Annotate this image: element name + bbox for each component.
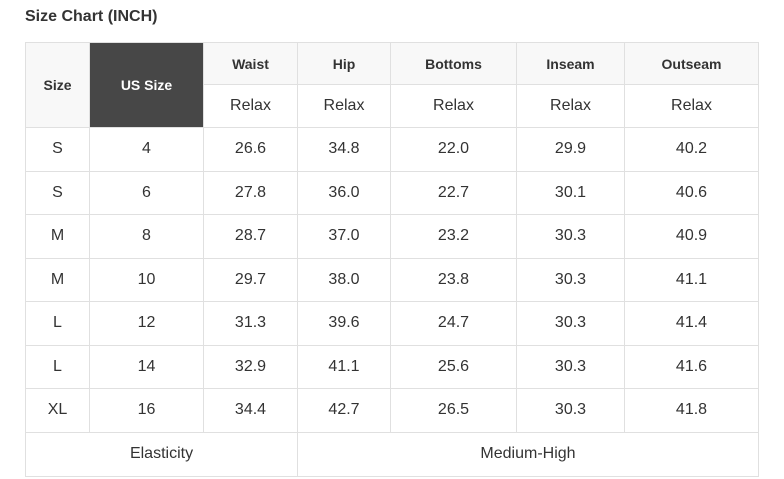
elasticity-value: Medium-High (297, 431, 759, 477)
table-cell: 8 (89, 214, 204, 259)
table-row: S 4 26.6 34.8 22.0 29.9 40.2 (25, 127, 759, 172)
header-waist: Waist (203, 42, 298, 85)
table-row: XL 16 34.4 42.7 26.5 30.3 41.8 (25, 388, 759, 433)
table-cell: S (25, 170, 90, 215)
table-cell: 36.0 (297, 170, 391, 215)
table-cell: 30.1 (516, 170, 625, 215)
table-row: L 12 31.3 39.6 24.7 30.3 41.4 (25, 301, 759, 346)
table-cell: 26.6 (203, 127, 298, 172)
table-row: L 14 32.9 41.1 25.6 30.3 41.6 (25, 344, 759, 389)
table-cell: 29.9 (516, 127, 625, 172)
table-cell: 6 (89, 170, 204, 215)
table-cell: 23.2 (390, 214, 517, 259)
table-cell: 29.7 (203, 257, 298, 302)
table-cell: 22.7 (390, 170, 517, 215)
table-cell: 22.0 (390, 127, 517, 172)
table-cell: 32.9 (203, 344, 298, 389)
table-cell: L (25, 301, 90, 346)
table-cell: 40.2 (624, 127, 759, 172)
elasticity-label: Elasticity (25, 431, 298, 477)
table-cell: 40.6 (624, 170, 759, 215)
table-cell: 16 (89, 388, 204, 433)
table-cell: 30.3 (516, 388, 625, 433)
fit-cell: Relax (297, 84, 391, 128)
header-hip: Hip (297, 42, 391, 85)
table-cell: 30.3 (516, 214, 625, 259)
table-cell: 31.3 (203, 301, 298, 346)
table-cell: 4 (89, 127, 204, 172)
fit-cell: Relax (390, 84, 517, 128)
table-row: S 6 27.8 36.0 22.7 30.1 40.6 (25, 170, 759, 215)
table-cell: 30.3 (516, 257, 625, 302)
header-bottoms: Bottoms (390, 42, 517, 85)
table-cell: S (25, 127, 90, 172)
page-title: Size Chart (INCH) (25, 8, 158, 25)
header-outseam: Outseam (624, 42, 759, 85)
fit-cell: Relax (516, 84, 625, 128)
table-cell: 34.8 (297, 127, 391, 172)
table-cell: 30.3 (516, 301, 625, 346)
fit-cell: Relax (624, 84, 759, 128)
table-cell: M (25, 214, 90, 259)
table-cell: 26.5 (390, 388, 517, 433)
table-cell: 42.7 (297, 388, 391, 433)
header-inseam: Inseam (516, 42, 625, 85)
table-cell: XL (25, 388, 90, 433)
table-cell: 41.8 (624, 388, 759, 433)
table-cell: L (25, 344, 90, 389)
table-cell: 25.6 (390, 344, 517, 389)
table-cell: 41.1 (297, 344, 391, 389)
header-size: Size (25, 42, 90, 128)
table-cell: 23.8 (390, 257, 517, 302)
fit-row: Relax Relax Relax Relax Relax (26, 84, 759, 128)
header-row: Size US Size Waist Hip Bottoms Inseam Ou… (25, 42, 759, 128)
table-cell: 10 (89, 257, 204, 302)
header-us-size: US Size (89, 42, 204, 128)
table-cell: 41.6 (624, 344, 759, 389)
table-row: M 8 28.7 37.0 23.2 30.3 40.9 (25, 214, 759, 259)
table-cell: 24.7 (390, 301, 517, 346)
table-cell: 30.3 (516, 344, 625, 389)
table-cell: 12 (89, 301, 204, 346)
table-cell: 27.8 (203, 170, 298, 215)
size-chart-table: Size US Size Waist Hip Bottoms Inseam Ou… (25, 42, 759, 477)
table-cell: 38.0 (297, 257, 391, 302)
table-cell: 37.0 (297, 214, 391, 259)
table-row: M 10 29.7 38.0 23.8 30.3 41.1 (25, 257, 759, 302)
table-cell: 41.1 (624, 257, 759, 302)
table-cell: 14 (89, 344, 204, 389)
elasticity-row: Elasticity Medium-High (25, 431, 759, 477)
table-cell: 41.4 (624, 301, 759, 346)
table-cell: 34.4 (203, 388, 298, 433)
fit-cell: Relax (203, 84, 298, 128)
table-cell: 40.9 (624, 214, 759, 259)
table-cell: M (25, 257, 90, 302)
table-cell: 28.7 (203, 214, 298, 259)
table-cell: 39.6 (297, 301, 391, 346)
